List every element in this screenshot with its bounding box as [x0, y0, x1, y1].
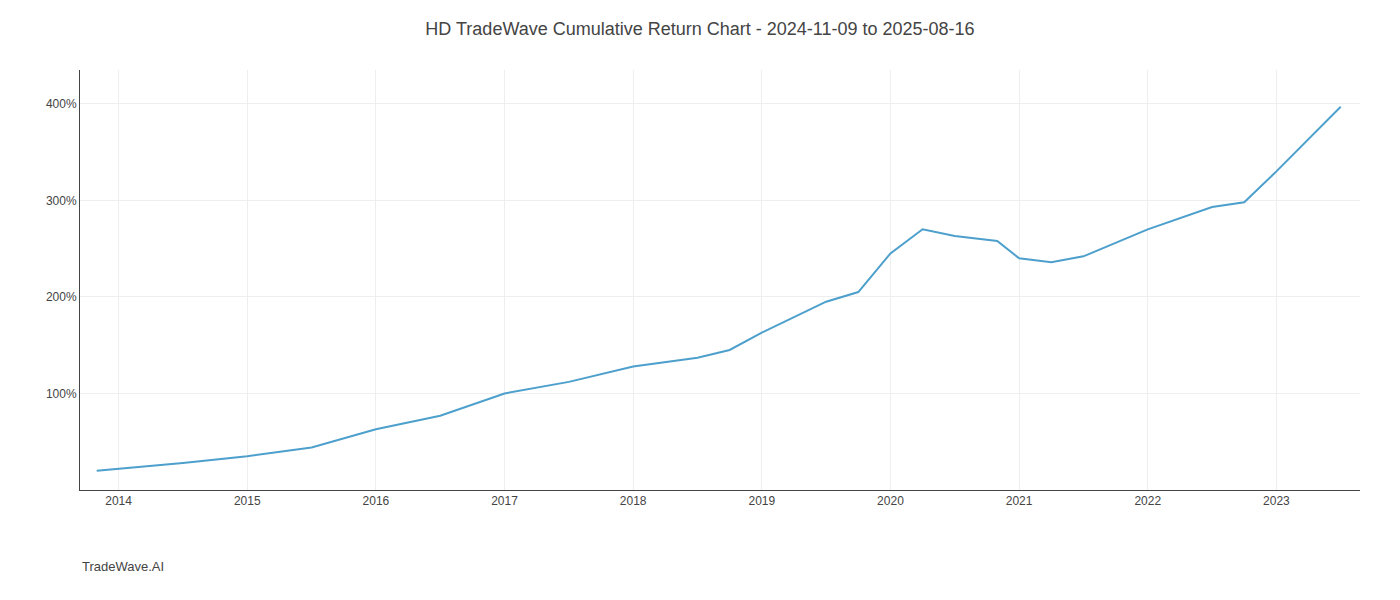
- svg-text:2022: 2022: [1134, 494, 1161, 508]
- svg-text:2014: 2014: [105, 494, 132, 508]
- svg-text:2015: 2015: [234, 494, 261, 508]
- svg-text:HD TradeWave Cumulative Return: HD TradeWave Cumulative Return Chart - 2…: [425, 19, 974, 39]
- svg-text:100%: 100%: [46, 387, 77, 401]
- svg-text:400%: 400%: [46, 97, 77, 111]
- svg-text:300%: 300%: [46, 194, 77, 208]
- svg-text:200%: 200%: [46, 290, 77, 304]
- svg-text:2018: 2018: [620, 494, 647, 508]
- svg-text:2021: 2021: [1006, 494, 1033, 508]
- svg-text:2019: 2019: [748, 494, 775, 508]
- svg-text:TradeWave.AI: TradeWave.AI: [82, 559, 164, 574]
- svg-text:2017: 2017: [491, 494, 518, 508]
- svg-text:2020: 2020: [877, 494, 904, 508]
- svg-text:2023: 2023: [1263, 494, 1290, 508]
- svg-text:2016: 2016: [363, 494, 390, 508]
